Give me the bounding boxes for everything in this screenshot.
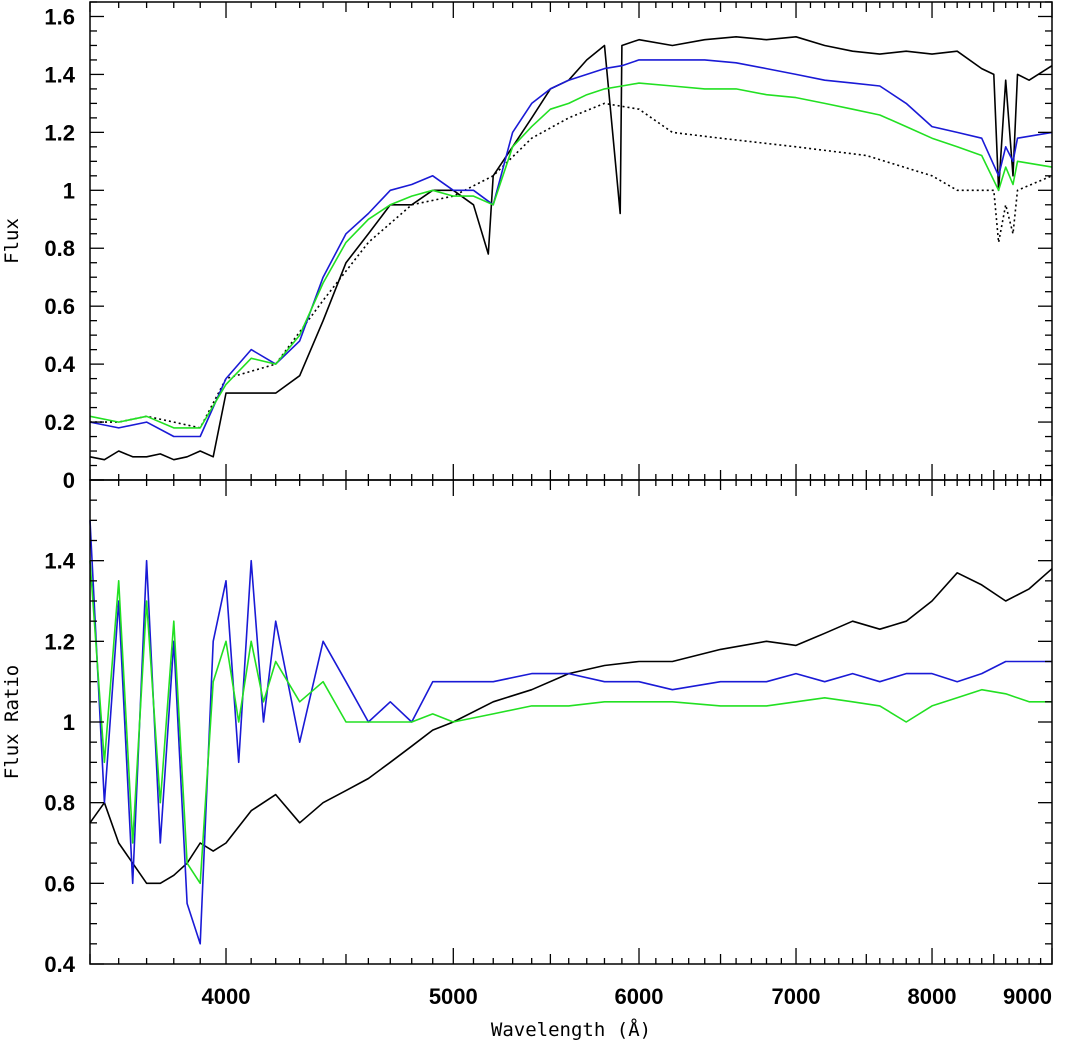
- panel-1-series-0-line: [89, 568, 1053, 885]
- panel-0-ytick-label: 1.4: [44, 62, 75, 87]
- panel-1-xtick-label: 7000: [772, 984, 821, 1009]
- panel-0-series-0-line: [89, 35, 1053, 461]
- panel-1-xtick-label: 6000: [615, 984, 664, 1009]
- panel-1-ytick-label: 0.8: [44, 791, 75, 816]
- panel-0-ytick-label: 0.2: [44, 410, 75, 435]
- panel-1-xtick-label: 5000: [429, 984, 478, 1009]
- panel-1-xtick-label: 4000: [202, 984, 251, 1009]
- panel-1-xtick-label: 9000: [1003, 984, 1052, 1009]
- panel-0-series-3-line: [89, 82, 1053, 429]
- panel-0-ytick-label: 0.4: [44, 352, 75, 377]
- panel-0-ytick-label: 1.6: [44, 4, 75, 29]
- wavelength-xlabel: Wavelength (Å): [491, 1018, 651, 1041]
- flux-ylabel: Flux: [1, 218, 23, 264]
- panel-1-series-2-line: [89, 560, 1052, 885]
- panel-1-ytick-label: 0.6: [44, 871, 75, 896]
- panel-1-ytick-label: 1.2: [44, 629, 75, 654]
- flux-plot-frame: [89, 1, 1053, 481]
- flux-ratio-plot-frame: [89, 479, 1053, 965]
- panel-1-ytick-label: 1: [63, 710, 75, 735]
- panel-0-ytick-label: 0.8: [44, 236, 75, 261]
- panel-0-ytick-label: 0: [63, 468, 75, 493]
- panel-0-ytick-label: 0.6: [44, 294, 75, 319]
- flux-ratio-panel: 0.4 0.6 0.8 1 1.2 1.4 4000 5000 6000 7000 8000 9000…: [1, 479, 1053, 1041]
- panel-0-series-1-line: [90, 102, 1053, 429]
- flux-panel: 0 0.2 0.4 0.6 0.8 1 1.2 1.4 1.6 Flux: [1, 1, 1053, 493]
- panel-0-ytick-label: 1: [63, 178, 75, 203]
- panel-1-ytick-label: 0.4: [44, 952, 75, 977]
- panel-1-ytick-label: 1.4: [44, 549, 75, 574]
- panel-1-xtick-label: 8000: [908, 984, 957, 1009]
- panel-1-series-1-line: [89, 520, 1052, 945]
- panel-0-ytick-label: 1.2: [44, 120, 75, 145]
- flux-ratio-ylabel: Flux Ratio: [1, 665, 23, 779]
